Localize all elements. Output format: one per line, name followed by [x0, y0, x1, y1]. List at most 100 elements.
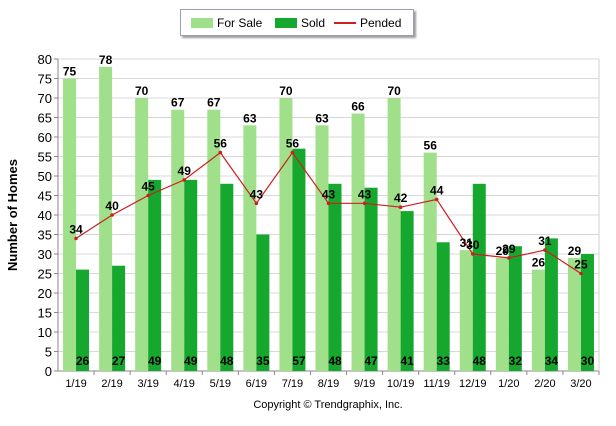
data-label-pended: 44 — [430, 183, 444, 197]
point-pended — [543, 248, 547, 252]
legend-swatch-pended — [334, 22, 356, 24]
bar-sold — [112, 265, 126, 371]
copyright-footer: Copyright © Trendgraphix, Inc. — [253, 399, 403, 411]
point-pended — [110, 213, 114, 217]
point-pended — [398, 205, 403, 209]
y-tick-label: 10 — [38, 325, 52, 340]
bar-sold — [220, 183, 234, 371]
point-pended — [326, 201, 331, 206]
y-tick-label: 75 — [38, 72, 52, 87]
data-label-pended: 43 — [250, 187, 264, 201]
y-tick-label: 15 — [38, 306, 52, 321]
x-tick-label: 1/20 — [498, 378, 519, 390]
y-tick-label: 30 — [38, 247, 52, 262]
data-label-for-sale: 26 — [532, 256, 546, 270]
bar-sold — [256, 234, 270, 371]
data-label-for-sale: 66 — [351, 100, 365, 114]
point-pended — [218, 150, 223, 155]
bar-for-sale — [495, 257, 509, 371]
data-label-sold: 48 — [328, 354, 342, 368]
data-label-sold: 47 — [364, 354, 378, 368]
data-label-sold: 49 — [184, 354, 198, 368]
data-label-for-sale: 67 — [207, 96, 221, 110]
data-label-pended: 25 — [574, 258, 588, 272]
y-tick-label: 80 — [38, 52, 52, 67]
data-label-sold: 57 — [292, 354, 306, 368]
x-tick-label: 10/19 — [387, 378, 415, 390]
data-label-sold: 49 — [148, 354, 162, 368]
x-tick-label: 4/19 — [174, 378, 195, 390]
bar-sold — [76, 269, 90, 371]
bar-for-sale — [315, 125, 329, 371]
y-tick-label: 0 — [45, 364, 52, 379]
data-label-for-sale: 70 — [279, 84, 293, 98]
x-tick-label: 9/19 — [354, 378, 375, 390]
point-pended — [290, 150, 295, 155]
bar-for-sale — [171, 109, 185, 371]
data-label-for-sale: 56 — [424, 139, 438, 153]
data-label-pended: 43 — [358, 187, 372, 201]
bar-for-sale — [207, 109, 221, 371]
legend-swatch-for-sale — [191, 18, 213, 28]
bar-sold — [328, 183, 342, 371]
x-tick-label: 12/19 — [459, 378, 487, 390]
x-tick-label: 3/20 — [570, 378, 591, 390]
bar-for-sale — [567, 257, 581, 371]
data-label-pended: 29 — [502, 242, 516, 256]
x-tick-label: 8/19 — [318, 378, 339, 390]
data-label-pended: 45 — [141, 180, 155, 194]
bar-sold — [292, 148, 306, 371]
bar-sold — [436, 242, 450, 371]
data-label-sold: 27 — [112, 354, 126, 368]
data-label-sold: 33 — [437, 354, 451, 368]
data-label-pended: 31 — [538, 234, 552, 248]
data-label-pended: 30 — [466, 238, 480, 252]
data-label-pended: 49 — [178, 164, 192, 178]
point-pended — [470, 252, 475, 256]
y-tick-label: 60 — [38, 130, 52, 145]
data-label-sold: 48 — [473, 354, 487, 368]
point-pended — [434, 197, 439, 202]
data-label-for-sale: 78 — [99, 53, 113, 67]
legend-swatch-sold — [275, 18, 297, 28]
bar-sold — [148, 179, 162, 371]
data-label-sold: 32 — [509, 354, 523, 368]
point-pended — [254, 201, 259, 206]
data-label-sold: 41 — [400, 354, 414, 368]
data-label-pended: 56 — [286, 137, 300, 151]
point-pended — [507, 256, 511, 260]
bar-sold — [472, 183, 486, 371]
y-tick-label: 25 — [38, 267, 52, 282]
bar-sold — [508, 246, 522, 371]
data-label-for-sale: 70 — [387, 84, 401, 98]
x-tick-label: 6/19 — [246, 378, 267, 390]
y-axis-title: Number of Homes — [5, 159, 20, 271]
x-tick-label: 3/19 — [137, 378, 158, 390]
y-tick-label: 5 — [45, 345, 52, 360]
data-label-pended: 42 — [394, 191, 408, 205]
x-tick-label: 2/20 — [534, 378, 555, 390]
y-tick-label: 35 — [38, 228, 52, 243]
data-label-for-sale: 75 — [63, 65, 77, 79]
data-label-for-sale: 70 — [135, 84, 149, 98]
legend-label-pended: Pended — [360, 16, 402, 30]
x-tick-label: 7/19 — [282, 378, 303, 390]
data-label-sold: 30 — [581, 354, 595, 368]
y-tick-label: 65 — [38, 111, 52, 126]
data-label-pended: 56 — [214, 137, 228, 151]
data-label-sold: 35 — [256, 354, 270, 368]
legend-label-for-sale: For Sale — [217, 16, 263, 30]
point-pended — [579, 271, 583, 276]
y-tick-label: 70 — [38, 91, 52, 106]
x-tick-label: 11/19 — [423, 378, 450, 390]
legend-label-sold: Sold — [301, 16, 326, 30]
data-label-pended: 34 — [69, 222, 83, 236]
y-tick-label: 55 — [38, 150, 52, 165]
data-label-sold: 48 — [220, 354, 234, 368]
bar-for-sale — [243, 125, 257, 371]
bar-for-sale — [135, 98, 149, 371]
data-label-sold: 26 — [76, 354, 90, 368]
data-label-sold: 34 — [545, 354, 559, 368]
y-tick-label: 40 — [38, 208, 52, 223]
